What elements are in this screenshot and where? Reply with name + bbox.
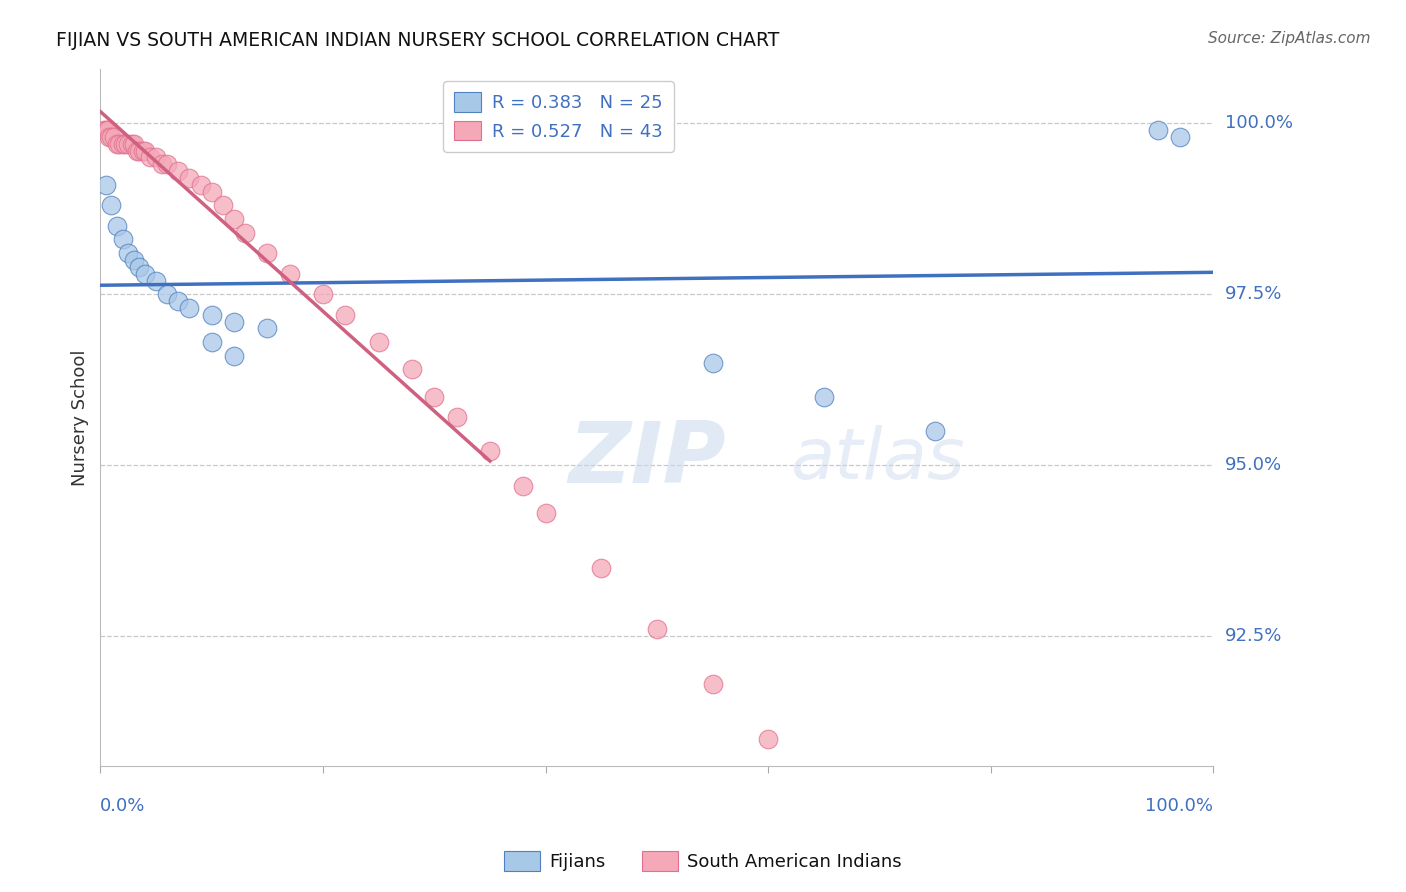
Point (201, 185, 224, 199)
Point (423, 390, 446, 404)
Point (512, 478, 534, 492)
Point (179, 170, 201, 185)
Point (591, 560, 613, 574)
Point (167, 164, 190, 178)
Point (478, 444, 501, 458)
Point (122, 136, 145, 151)
Point (256, 246, 278, 260)
Text: 100.0%: 100.0% (1225, 114, 1292, 132)
Text: ZIP: ZIP (568, 417, 725, 500)
Point (98, 129, 121, 144)
Text: FIJIAN VS SOUTH AMERICAN INDIAN NURSERY SCHOOL CORRELATION CHART: FIJIAN VS SOUTH AMERICAN INDIAN NURSERY … (56, 31, 779, 50)
Legend: R = 0.383   N = 25, R = 0.527   N = 43: R = 0.383 N = 25, R = 0.527 N = 43 (443, 81, 673, 152)
Text: 97.5%: 97.5% (1225, 285, 1282, 303)
Text: 95.0%: 95.0% (1225, 456, 1282, 475)
Y-axis label: Nursery School: Nursery School (72, 349, 89, 485)
Text: 0.0%: 0.0% (100, 797, 146, 814)
Point (103, 129, 125, 144)
Point (134, 267, 156, 281)
Point (222, 314, 245, 328)
Point (222, 349, 245, 363)
Point (145, 273, 167, 287)
Point (105, 136, 128, 151)
Point (128, 144, 150, 158)
Point (233, 226, 256, 240)
Point (150, 157, 173, 171)
Point (117, 246, 139, 260)
Point (190, 178, 212, 192)
Point (111, 232, 134, 246)
Point (335, 308, 357, 322)
Text: atlas: atlas (790, 425, 965, 493)
Point (813, 390, 835, 404)
Text: Source: ZipAtlas.com: Source: ZipAtlas.com (1208, 31, 1371, 46)
Point (179, 301, 201, 315)
Point (139, 150, 162, 164)
Point (97, 123, 120, 137)
Point (924, 424, 946, 438)
Text: 92.5%: 92.5% (1225, 627, 1282, 645)
Point (702, 677, 724, 691)
Point (1168, 129, 1191, 144)
Point (156, 287, 179, 301)
Point (131, 144, 153, 158)
Point (111, 136, 134, 151)
Point (145, 150, 167, 164)
Text: 100.0%: 100.0% (1146, 797, 1213, 814)
Point (401, 362, 423, 376)
Point (94, 178, 117, 192)
Point (134, 144, 156, 158)
Point (702, 355, 724, 369)
Point (756, 731, 779, 746)
Point (94, 123, 117, 137)
Point (222, 211, 245, 226)
Point (446, 410, 468, 425)
Point (167, 293, 190, 308)
Point (117, 136, 139, 151)
Point (122, 252, 145, 267)
Point (125, 144, 148, 158)
Point (100, 129, 122, 144)
Point (128, 260, 150, 274)
Point (534, 506, 557, 520)
Point (93, 123, 115, 137)
Point (645, 622, 668, 636)
Point (312, 287, 335, 301)
Point (114, 136, 136, 151)
Point (256, 321, 278, 335)
Point (211, 198, 233, 212)
Legend: Fijians, South American Indians: Fijians, South American Indians (498, 844, 908, 879)
Point (105, 219, 128, 233)
Point (201, 334, 224, 349)
Point (108, 136, 131, 151)
Point (278, 267, 301, 281)
Point (121, 136, 143, 151)
Point (156, 157, 179, 171)
Point (367, 334, 389, 349)
Point (100, 198, 122, 212)
Point (1146, 123, 1168, 137)
Point (201, 308, 224, 322)
